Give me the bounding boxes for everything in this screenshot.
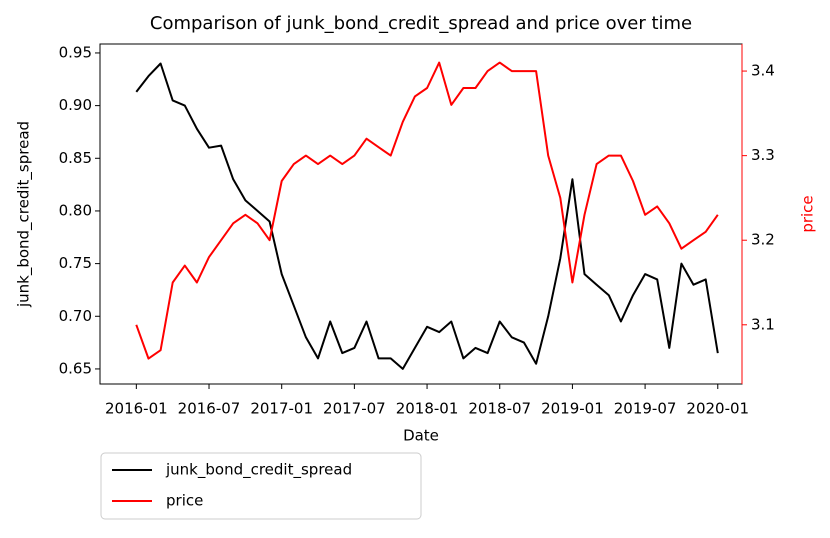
y2-tick-label: 3.3 xyxy=(751,146,775,164)
x-tick-label: 2016-07 xyxy=(178,400,241,418)
y-tick-label: 0.90 xyxy=(59,96,92,114)
x-tick-label: 2018-01 xyxy=(396,400,459,418)
y2-axis-label: price xyxy=(799,195,817,232)
x-tick-label: 2017-07 xyxy=(323,400,386,418)
chart-title: Comparison of junk_bond_credit_spread an… xyxy=(150,13,692,34)
y-tick-label: 0.70 xyxy=(59,307,92,325)
legend-label: junk_bond_credit_spread xyxy=(165,461,352,480)
y2-tick-label: 3.4 xyxy=(751,62,775,80)
legend-box xyxy=(100,452,422,520)
series-line xyxy=(135,62,719,370)
series-line xyxy=(135,61,719,360)
y-tick-label: 0.80 xyxy=(59,201,92,219)
x-tick-label: 2017-01 xyxy=(250,400,313,418)
x-tick-label: 2020-01 xyxy=(686,400,749,418)
x-tick-label: 2018-07 xyxy=(468,400,531,418)
y-tick-label: 0.75 xyxy=(59,254,92,272)
legend-label: price xyxy=(166,492,203,510)
y-tick-label: 0.95 xyxy=(59,43,92,61)
x-tick-label: 2019-01 xyxy=(541,400,604,418)
y-tick-label: 0.85 xyxy=(59,149,92,167)
y2-tick-label: 3.2 xyxy=(751,231,775,249)
x-tick-label: 2016-01 xyxy=(105,400,168,418)
x-axis-label: Date xyxy=(403,427,439,445)
y-axis-label: junk_bond_credit_spread xyxy=(15,121,34,308)
x-tick-label: 2019-07 xyxy=(614,400,677,418)
y2-tick-label: 3.1 xyxy=(751,315,775,333)
y-tick-label: 0.65 xyxy=(59,359,92,377)
